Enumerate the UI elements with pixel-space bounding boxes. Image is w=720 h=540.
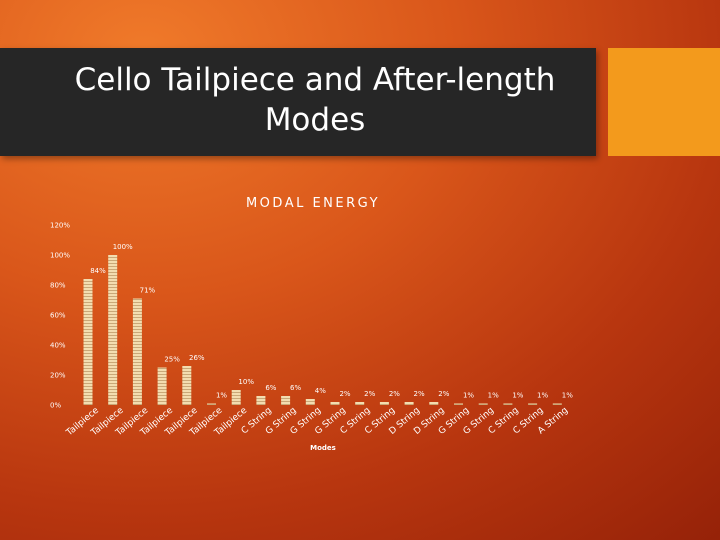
data-label: 1% [463, 392, 474, 400]
data-label: 25% [164, 356, 180, 364]
data-label: 4% [315, 387, 326, 395]
data-label: 1% [488, 392, 499, 400]
bar [83, 279, 93, 405]
bar [552, 403, 562, 405]
bar [454, 403, 463, 405]
data-labels: 84% 100% 71% 25% 26% 1% 10% 6% 6% 4% 2% 2% 2% 2% 2% 1% 1… [90, 243, 573, 400]
modal-energy-chart: MODAL ENERGY 0% 20% 40% 60% 80% 100% 120% 84% 1… [50, 196, 573, 452]
bar [478, 403, 488, 405]
bars [83, 255, 562, 405]
data-label: 2% [364, 390, 375, 398]
y-tick-label: 80% [50, 282, 66, 290]
chart-title: MODAL ENERGY [246, 196, 380, 211]
bar [108, 255, 118, 405]
bar [355, 402, 365, 405]
data-label: 1% [537, 392, 548, 400]
bar [281, 396, 291, 405]
bar [305, 399, 315, 405]
bar [379, 402, 389, 405]
y-tick-label: 0% [50, 402, 61, 410]
x-axis-title: Modes [310, 444, 336, 452]
bar [182, 366, 192, 405]
bar [256, 396, 266, 405]
y-tick-label: 20% [50, 372, 66, 380]
data-label: 10% [238, 378, 254, 386]
data-label: 2% [339, 390, 350, 398]
category-labels: TailpieceTailpieceTailpieceTailpieceTail… [64, 405, 570, 439]
data-label: 26% [189, 354, 205, 362]
bar [528, 403, 538, 405]
bar [132, 298, 142, 405]
bar [429, 402, 439, 405]
bar [330, 402, 340, 405]
y-tick-label: 120% [50, 222, 70, 230]
slide-title-line-1: Cello Tailpiece and After-length [74, 62, 556, 98]
y-tick-label: 40% [50, 342, 66, 350]
y-tick-label: 60% [50, 312, 66, 320]
data-label: 6% [290, 384, 301, 392]
bar [503, 403, 513, 405]
slide-title: Cello Tailpiece and After-length Modes [20, 60, 610, 140]
y-tick-label: 100% [50, 252, 70, 260]
data-label: 1% [216, 392, 227, 400]
bar [157, 367, 167, 405]
data-label: 71% [140, 287, 156, 295]
slide-title-line-2: Modes [264, 102, 366, 138]
bar [404, 402, 414, 405]
data-label: 1% [512, 392, 523, 400]
data-label: 2% [389, 390, 400, 398]
title-band: Cello Tailpiece and After-length Modes [0, 48, 596, 156]
data-label: 1% [562, 392, 573, 400]
bar [231, 390, 241, 405]
data-label: 2% [414, 390, 425, 398]
data-label: 2% [438, 390, 449, 398]
bar [207, 403, 216, 405]
data-label: 84% [90, 267, 106, 275]
data-label: 6% [265, 384, 276, 392]
data-label: 100% [113, 243, 133, 251]
accent-box [608, 48, 720, 156]
y-axis: 0% 20% 40% 60% 80% 100% 120% [50, 222, 70, 410]
